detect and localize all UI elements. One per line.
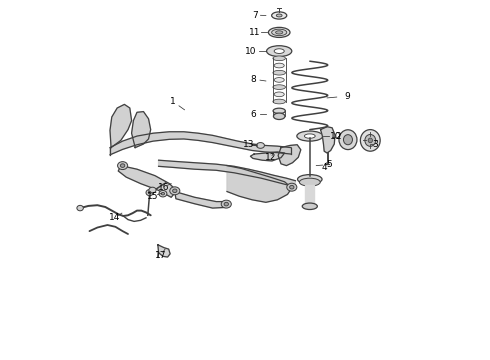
- Ellipse shape: [343, 135, 352, 145]
- Text: 16: 16: [157, 183, 169, 192]
- Ellipse shape: [287, 183, 297, 191]
- Polygon shape: [110, 104, 132, 148]
- Ellipse shape: [267, 46, 292, 57]
- Ellipse shape: [290, 185, 294, 189]
- Ellipse shape: [149, 187, 156, 193]
- Text: 10: 10: [330, 132, 342, 141]
- Ellipse shape: [221, 200, 231, 208]
- Ellipse shape: [275, 31, 283, 34]
- Ellipse shape: [339, 130, 357, 150]
- Text: 8: 8: [251, 75, 257, 84]
- Ellipse shape: [274, 92, 284, 97]
- Ellipse shape: [273, 108, 285, 114]
- Text: 14: 14: [109, 213, 121, 222]
- Ellipse shape: [170, 187, 180, 195]
- Polygon shape: [250, 152, 285, 161]
- Ellipse shape: [146, 189, 153, 196]
- Text: 6: 6: [251, 110, 257, 119]
- Ellipse shape: [297, 131, 323, 141]
- Ellipse shape: [304, 134, 315, 138]
- Polygon shape: [118, 166, 176, 197]
- Ellipse shape: [224, 202, 228, 206]
- Text: 5: 5: [327, 160, 333, 169]
- Text: 10: 10: [245, 47, 256, 56]
- Polygon shape: [278, 145, 301, 166]
- Text: 9: 9: [344, 92, 350, 101]
- Ellipse shape: [360, 130, 380, 151]
- Ellipse shape: [274, 49, 284, 54]
- Text: 4: 4: [321, 163, 327, 172]
- Ellipse shape: [121, 164, 125, 167]
- Text: 2: 2: [336, 132, 342, 141]
- Text: 13: 13: [243, 140, 254, 149]
- Ellipse shape: [273, 56, 286, 60]
- Polygon shape: [227, 166, 292, 202]
- Ellipse shape: [273, 113, 285, 120]
- Polygon shape: [110, 132, 291, 155]
- Ellipse shape: [118, 162, 127, 170]
- Ellipse shape: [274, 63, 284, 68]
- Polygon shape: [305, 185, 314, 203]
- Ellipse shape: [273, 99, 286, 104]
- Polygon shape: [159, 160, 295, 187]
- Ellipse shape: [159, 190, 167, 197]
- Polygon shape: [158, 245, 170, 257]
- Ellipse shape: [273, 71, 286, 75]
- Ellipse shape: [148, 192, 151, 194]
- Text: 7: 7: [252, 11, 258, 20]
- Ellipse shape: [276, 14, 282, 17]
- Ellipse shape: [172, 189, 177, 193]
- Polygon shape: [132, 112, 151, 148]
- Text: 15: 15: [147, 192, 159, 201]
- Ellipse shape: [257, 143, 265, 148]
- Ellipse shape: [365, 135, 376, 147]
- Polygon shape: [175, 192, 227, 208]
- Ellipse shape: [273, 85, 286, 90]
- Ellipse shape: [297, 175, 322, 184]
- Text: 3: 3: [372, 140, 378, 149]
- Text: 1: 1: [170, 97, 176, 106]
- Ellipse shape: [77, 206, 83, 211]
- Text: 17: 17: [155, 251, 166, 260]
- Ellipse shape: [269, 27, 290, 37]
- Ellipse shape: [271, 12, 287, 19]
- Polygon shape: [320, 127, 335, 153]
- Ellipse shape: [299, 178, 320, 186]
- Text: 12: 12: [265, 153, 277, 162]
- Ellipse shape: [302, 203, 318, 210]
- Ellipse shape: [271, 29, 287, 36]
- Ellipse shape: [161, 192, 165, 195]
- Ellipse shape: [368, 138, 372, 143]
- Text: 11: 11: [249, 28, 261, 37]
- Ellipse shape: [274, 78, 284, 82]
